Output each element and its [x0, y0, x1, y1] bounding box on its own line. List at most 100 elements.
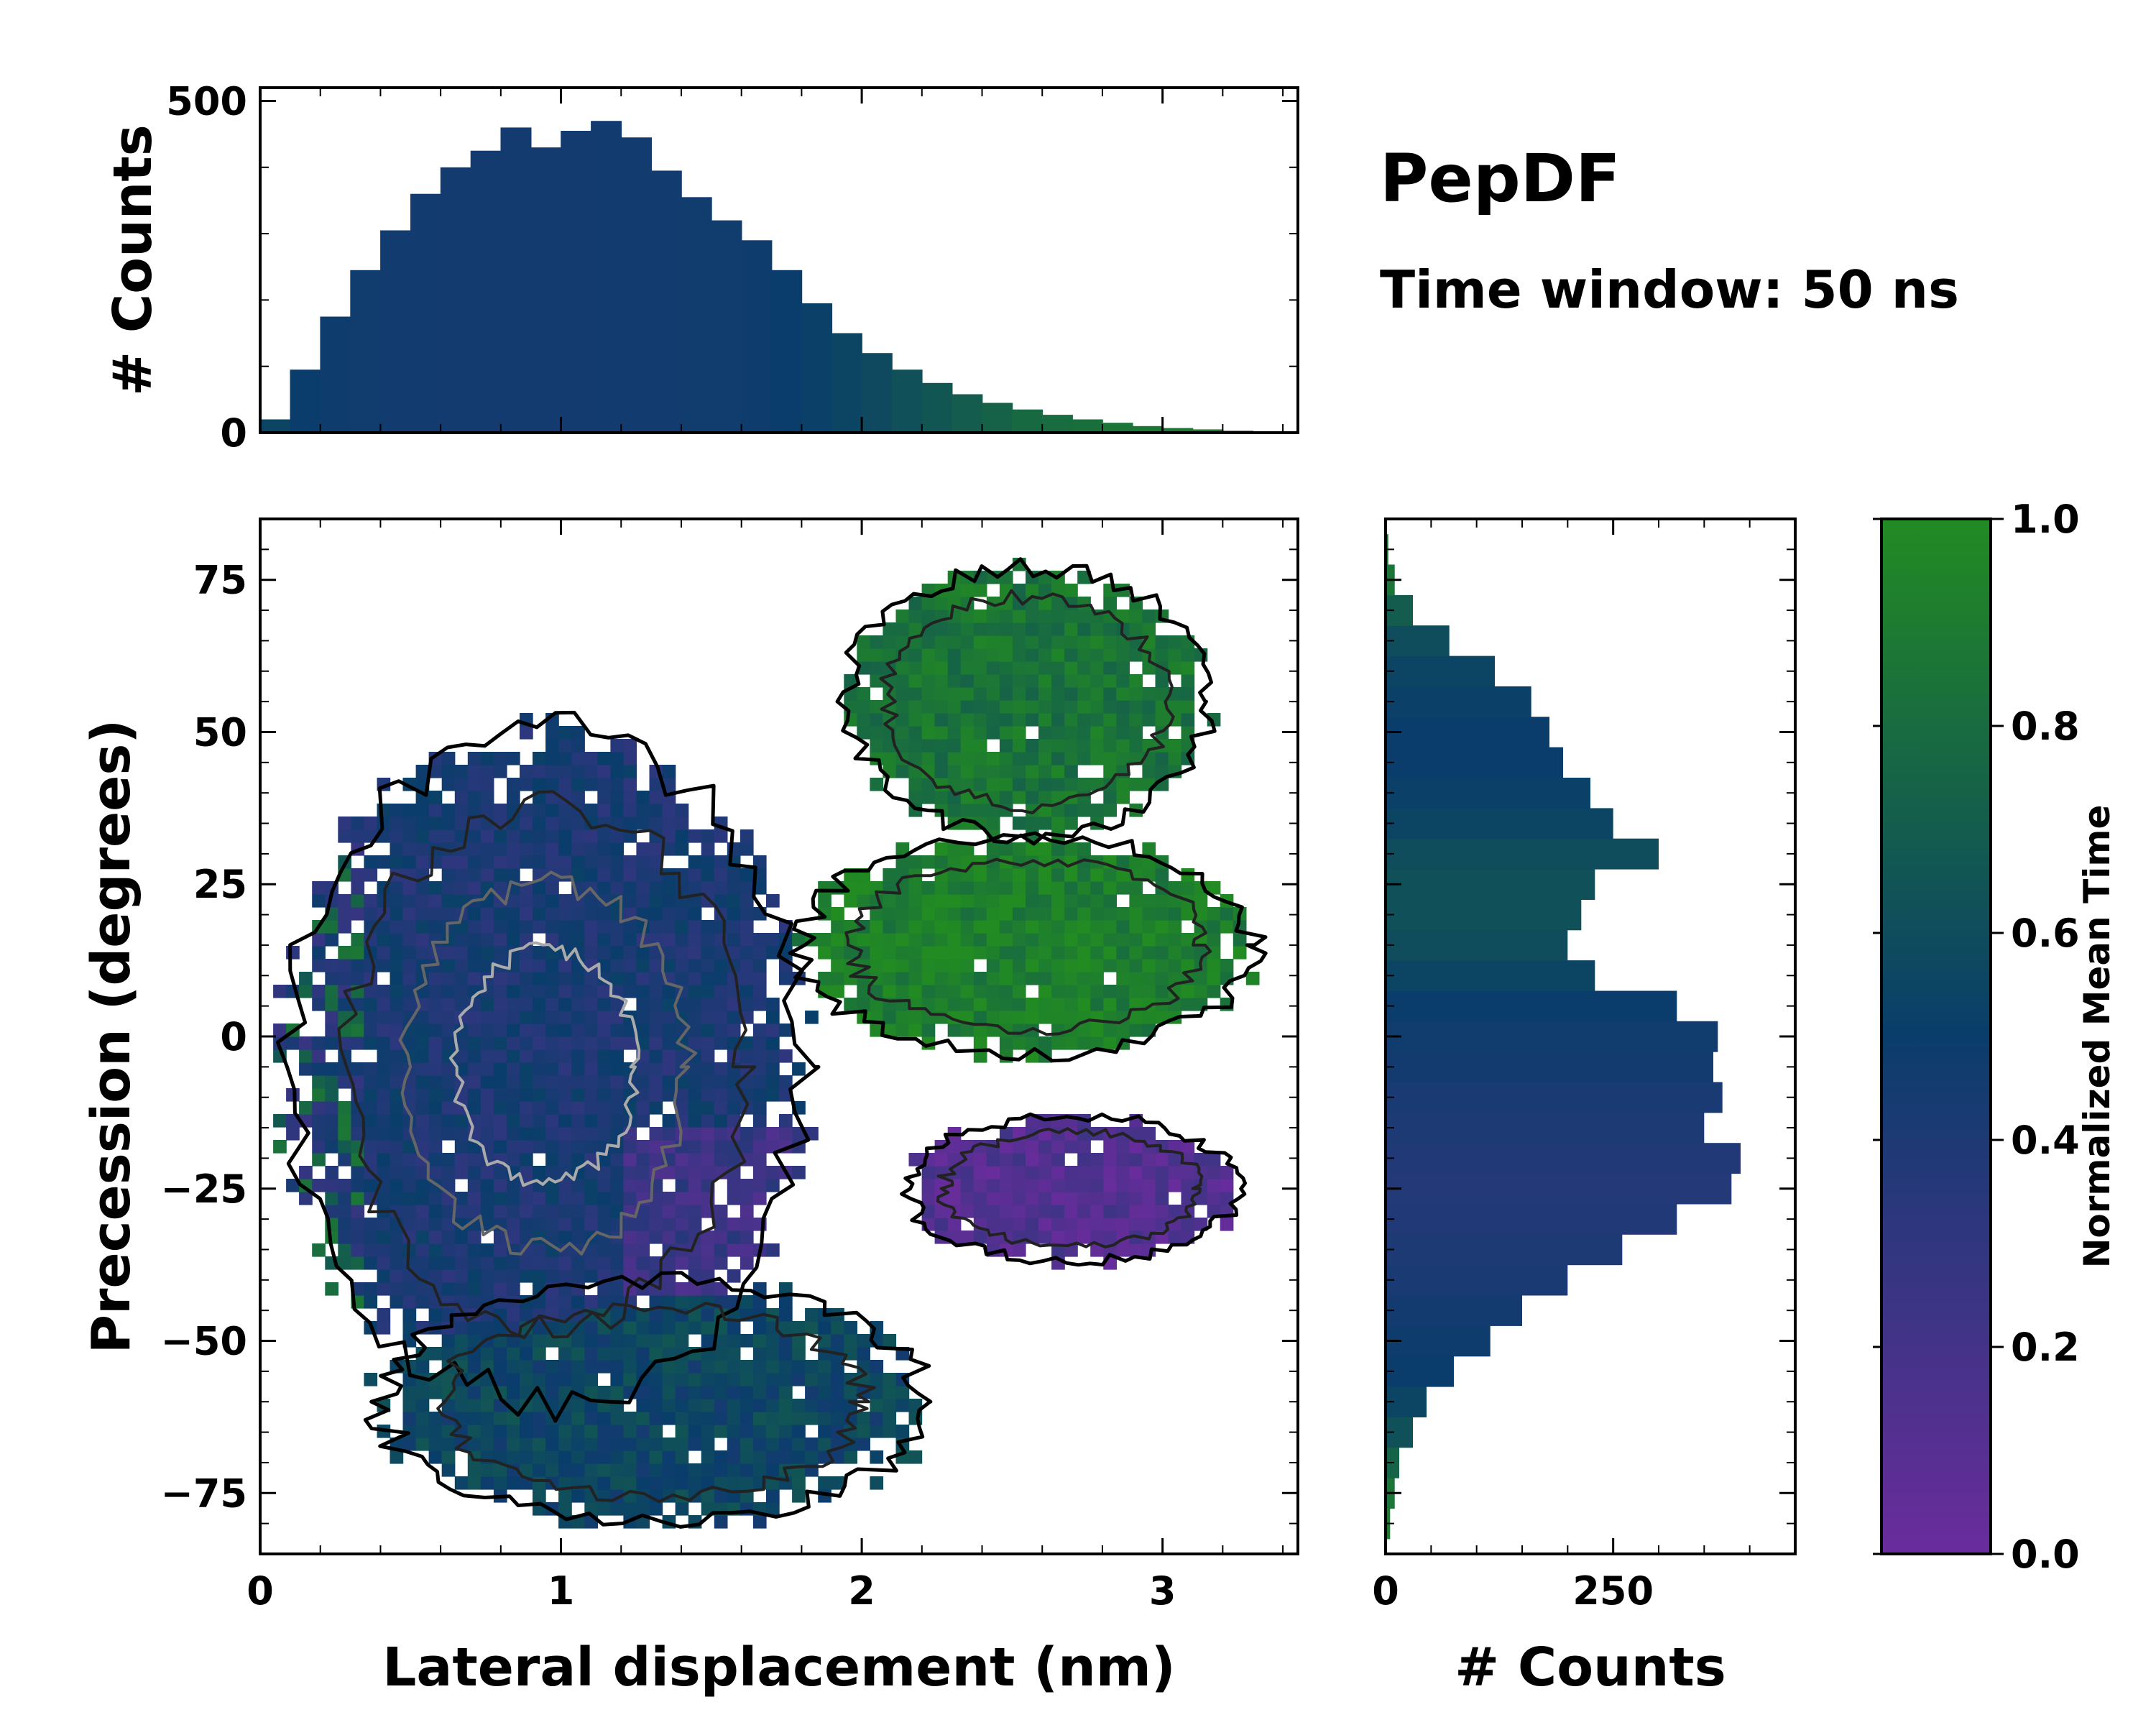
- heatmap-cell: [610, 972, 625, 985]
- heatmap-cell: [1051, 713, 1065, 727]
- heatmap-cell: [480, 1179, 494, 1192]
- heatmap-cell: [545, 726, 559, 740]
- heatmap-cell: [805, 1321, 819, 1335]
- heatmap-cell: [533, 1360, 546, 1374]
- heatmap-cell: [1064, 998, 1078, 1011]
- heatmap-cell: [454, 1399, 469, 1412]
- heatmap-cell: [870, 985, 884, 998]
- heatmap-cell: [558, 1140, 572, 1154]
- heatmap-cell: [688, 1192, 702, 1205]
- heatmap-cell: [533, 1140, 546, 1154]
- heatmap-cell: [675, 972, 689, 985]
- heatmap-cell: [584, 894, 598, 908]
- heatmap-cell: [428, 1269, 443, 1283]
- heatmap-cell: [831, 959, 844, 972]
- heatmap-cell: [1142, 622, 1156, 636]
- heatmap-cell: [533, 1036, 546, 1050]
- heatmap-cell: [584, 1140, 598, 1154]
- heatmap-cell: [623, 1088, 637, 1102]
- heatmap-cell: [688, 868, 702, 882]
- heatmap-cell: [662, 1218, 676, 1231]
- heatmap-cell: [441, 765, 456, 778]
- heatmap-cell: [714, 1450, 728, 1464]
- heatmap-cell: [649, 1011, 663, 1024]
- heatmap-cell: [545, 778, 559, 791]
- heatmap-cell: [558, 1463, 572, 1477]
- heatmap-cell: [1038, 1205, 1052, 1218]
- heatmap-cell: [1012, 972, 1026, 985]
- heatmap-cell: [960, 920, 975, 934]
- heatmap-cell: [571, 1334, 585, 1348]
- heatmap-cell: [273, 1114, 287, 1128]
- heatmap-cell: [610, 1463, 625, 1477]
- heatmap-cell: [1207, 972, 1221, 985]
- heatmap-cell: [740, 881, 754, 895]
- heatmap-cell: [908, 920, 923, 934]
- colorbar-tick-label: 0.8: [2011, 704, 2080, 749]
- heatmap-cell: [1012, 648, 1026, 662]
- heatmap-cell: [533, 1101, 546, 1115]
- heatmap-cell: [857, 726, 870, 740]
- heatmap-cell: [377, 1166, 391, 1179]
- heatmap-cell: [558, 1450, 572, 1464]
- heatmap-cell: [597, 1386, 611, 1399]
- heatmap-cell: [1103, 1192, 1117, 1205]
- heatmap-cell: [1064, 584, 1078, 597]
- heatmap-cell: [752, 1166, 767, 1179]
- x-tick-label: 0: [247, 1568, 274, 1614]
- heatmap-cell: [571, 920, 585, 934]
- heatmap-cell: [986, 1218, 1000, 1231]
- heatmap-cell: [533, 920, 546, 934]
- heatmap-cell: [883, 907, 897, 921]
- heatmap-cell: [818, 972, 831, 985]
- heatmap-cell: [1194, 894, 1208, 908]
- heatmap-cell: [766, 946, 780, 960]
- heatmap-cell: [701, 1438, 715, 1451]
- heatmap-cell: [870, 713, 884, 727]
- heatmap-cell: [714, 868, 728, 882]
- heatmap-cell: [883, 1412, 897, 1425]
- heatmap-cell: [351, 946, 365, 960]
- heatmap-cell: [454, 881, 469, 895]
- heatmap-cell: [947, 674, 962, 688]
- heatmap-cell: [364, 1127, 378, 1141]
- heatmap-cell: [960, 933, 975, 947]
- heatmap-cell: [649, 1153, 663, 1167]
- heatmap-cell: [662, 1438, 676, 1451]
- heatmap-cell: [1051, 959, 1065, 972]
- heatmap-cell: [999, 622, 1013, 636]
- heatmap-cell: [870, 1412, 884, 1425]
- heatmap-cell: [480, 998, 494, 1011]
- heatmap-cell: [934, 907, 949, 921]
- heatmap-cell: [921, 920, 936, 934]
- heatmap-cell: [584, 1269, 598, 1283]
- heatmap-cell: [1103, 739, 1117, 753]
- heatmap-cell: [454, 946, 469, 960]
- heatmap-cell: [610, 998, 625, 1011]
- heatmap-cell: [1168, 700, 1182, 714]
- right-histogram-bar: [1386, 686, 1531, 717]
- heatmap-cell: [558, 985, 572, 998]
- heatmap-cell: [947, 881, 962, 895]
- heatmap-cell: [1129, 1243, 1143, 1257]
- heatmap-cell: [1038, 739, 1052, 753]
- heatmap-cell: [973, 1166, 987, 1179]
- heatmap-cell: [286, 1127, 300, 1141]
- heatmap-cell: [818, 1321, 831, 1335]
- heatmap-cell: [1064, 778, 1078, 791]
- heatmap-cell: [908, 661, 923, 675]
- heatmap-cell: [662, 829, 676, 843]
- heatmap-cell: [545, 933, 559, 947]
- heatmap-cell: [545, 998, 559, 1011]
- heatmap-cell: [649, 907, 663, 921]
- heatmap-cell: [779, 1334, 793, 1348]
- heatmap-cell: [558, 1127, 572, 1141]
- heatmap-cell: [533, 842, 546, 856]
- heatmap-cell: [1090, 972, 1104, 985]
- heatmap-cell: [973, 907, 987, 921]
- heatmap-cell: [870, 700, 884, 714]
- heatmap-cell: [351, 1192, 365, 1205]
- heatmap-cell: [390, 1205, 404, 1218]
- heatmap-cell: [610, 933, 625, 947]
